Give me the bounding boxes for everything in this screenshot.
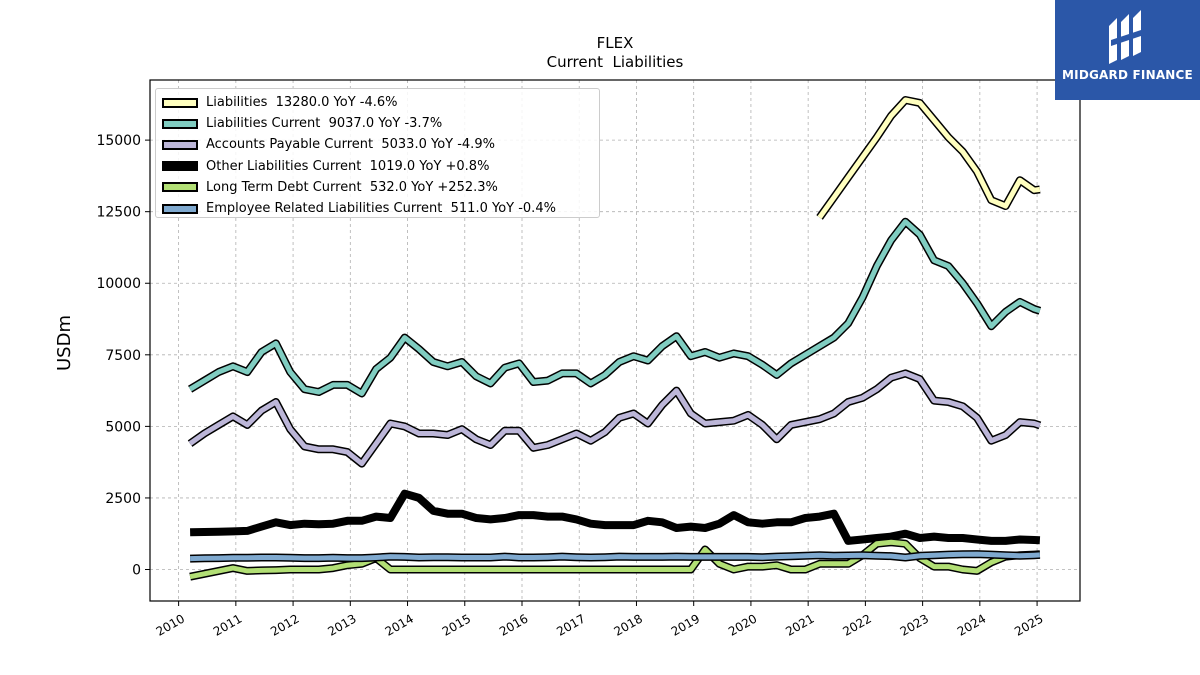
x-tick-label: 2024 [955, 611, 988, 638]
legend-label: Accounts Payable Current 5033.0 YoY -4.9… [206, 137, 495, 153]
legend-swatch [162, 161, 198, 172]
y-tick-label: 0 [132, 563, 141, 579]
x-tick-label: 2016 [497, 611, 530, 638]
legend-item: Employee Related Liabilities Current 511… [162, 198, 593, 219]
brand-logo: MIDGARD FINANCE [1055, 0, 1200, 100]
x-tick-label: 2019 [669, 611, 702, 638]
legend-label: Long Term Debt Current 532.0 YoY +252.3% [206, 179, 498, 195]
chart-subtitle: Current Liabilities [547, 53, 684, 71]
legend-swatch [162, 118, 198, 129]
series-line [817, 97, 1041, 219]
y-tick-label: 15000 [96, 133, 141, 149]
plot-frame [149, 79, 1081, 602]
legend-swatch [162, 97, 198, 108]
x-tick-label: 2015 [440, 611, 473, 638]
series-line [190, 551, 1041, 562]
legend-item: Long Term Debt Current 532.0 YoY +252.3% [162, 177, 593, 198]
x-tick-label: 2011 [211, 611, 244, 638]
chart-title: FLEX [597, 34, 634, 52]
legend-label: Other Liabilities Current 1019.0 YoY +0.… [206, 158, 490, 174]
x-tick-label: 2010 [154, 611, 187, 638]
midgard-logo-icon [1109, 10, 1147, 64]
legend-item: Liabilities Current 9037.0 YoY -3.7% [162, 113, 593, 134]
legend-label: Liabilities 13280.0 YoY -4.6% [206, 95, 398, 111]
brand-name: MIDGARD FINANCE [1062, 68, 1193, 82]
legend-swatch [162, 139, 198, 150]
x-tick-label: 2022 [840, 611, 873, 638]
series-line [188, 219, 1041, 396]
legend-label: Employee Related Liabilities Current 511… [206, 201, 556, 217]
series-line [190, 489, 1041, 545]
series-lines [187, 96, 1042, 581]
x-tick-label: 2012 [268, 611, 301, 638]
x-tick-label: 2021 [783, 611, 816, 638]
legend-item: Accounts Payable Current 5033.0 YoY -4.9… [162, 134, 593, 155]
x-tick-label: 2025 [1012, 611, 1045, 638]
y-axis-label: USDm [54, 315, 75, 371]
x-tick-label: 2023 [898, 611, 931, 638]
series-line [189, 539, 1041, 580]
y-tick-label: 7500 [105, 348, 141, 364]
series-line [188, 370, 1041, 467]
y-tick-label: 5000 [105, 419, 141, 435]
x-tick-label: 2018 [612, 611, 645, 638]
legend: Liabilities 13280.0 YoY -4.6% Liabilities… [155, 88, 600, 218]
legend-label: Liabilities Current 9037.0 YoY -3.7% [206, 116, 443, 132]
x-tick-label: 2013 [325, 611, 358, 638]
y-tick-label: 12500 [96, 205, 141, 221]
y-tick-label: 2500 [105, 491, 141, 507]
x-tick-label: 2020 [726, 611, 759, 638]
legend-item: Liabilities 13280.0 YoY -4.6% [162, 92, 593, 113]
y-tick-label: 10000 [96, 276, 141, 292]
legend-swatch [162, 182, 198, 193]
legend-item: Other Liabilities Current 1019.0 YoY +0.… [162, 156, 593, 177]
x-tick-label: 2017 [554, 611, 587, 638]
legend-swatch [162, 203, 198, 214]
x-tick-label: 2014 [383, 611, 416, 638]
